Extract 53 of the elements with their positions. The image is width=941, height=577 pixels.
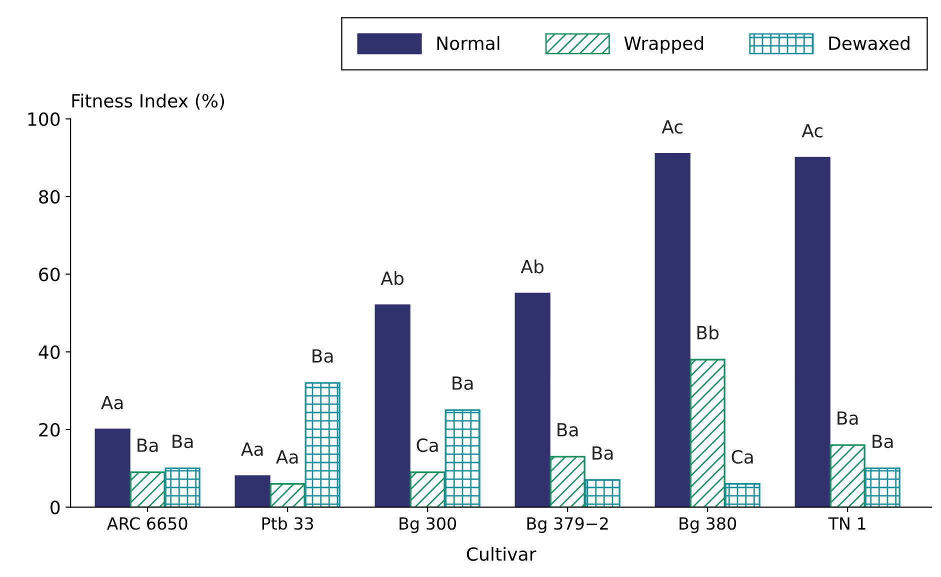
bar [304,382,340,508]
bar [234,475,270,508]
data-label: Ba [558,423,578,437]
x-tick-label: Bg 380 [680,517,736,534]
data-label: Bb [697,325,719,340]
data-label: Aa [276,450,298,464]
bar [550,456,586,508]
bar [410,471,446,508]
legend-label: Normal [437,36,500,50]
y-axis-title: Fitness Index (%) [72,94,224,110]
data-label: Ca [732,450,753,464]
bar [724,483,760,508]
x-tick-label: Bg 300 [400,517,456,534]
data-label: Ba [592,446,613,460]
legend-label: Dewaxed [829,36,910,50]
bar [94,428,130,508]
bar [584,479,620,508]
data-label: Ac [662,120,682,134]
bar [374,304,410,508]
x-tick-label: Bg 379−2 [527,517,608,534]
data-label: Ac [802,124,822,138]
data-label: Ba [872,434,893,448]
legend-label: Wrapped [624,36,704,54]
data-label: Ba [172,434,193,448]
data-label: Aa [101,396,123,410]
data-label: Ba [312,349,333,363]
data-label: Ca [416,438,438,452]
bar [270,483,306,508]
x-tick-label: Ptb 33 [262,516,314,530]
data-label: Ba [452,376,473,390]
bar [514,292,550,508]
data-label: Aa [241,442,263,456]
bar [444,409,480,508]
y-tick-label: 80 [39,190,60,204]
data-label: Ba [838,411,858,425]
y-tick-label: 0 [50,500,60,514]
y-tick-label: 20 [39,422,60,437]
y-tick-label: 60 [39,268,60,282]
bar [164,468,200,508]
x-axis-title: Cultivar [466,546,536,561]
bar [690,358,726,508]
y-tick-label: 100 [28,112,60,126]
bar [864,468,900,508]
x-tick-label: TN 1 [828,517,866,530]
data-label: Ba [138,438,158,452]
y-tick-label: 40 [38,345,60,359]
bar [794,156,830,508]
x-tick-label: ARC 6650 [106,517,188,530]
bar [654,152,690,508]
data-label: Ab [520,259,544,274]
bar [130,471,166,508]
bar [830,444,866,508]
data-label: Ab [380,271,404,286]
